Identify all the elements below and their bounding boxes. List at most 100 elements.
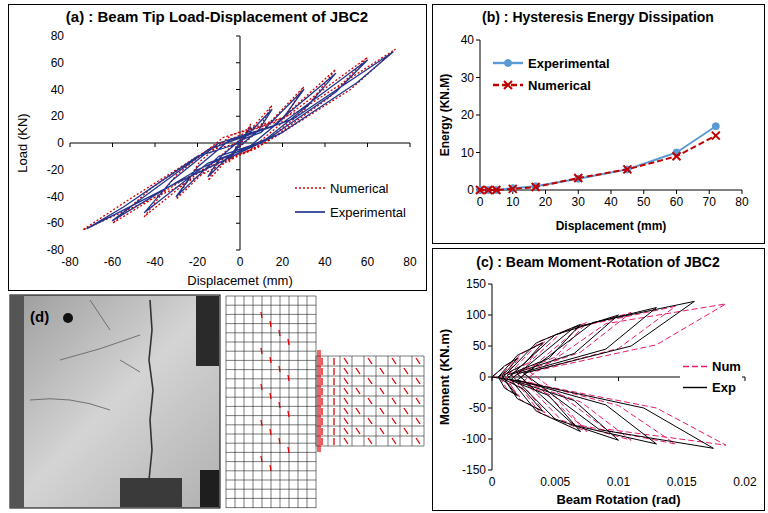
y-tick [236,223,240,224]
x-tick [112,143,113,147]
x-tick-label: 60 [361,255,375,269]
mesh-line [340,356,341,446]
y-tick [488,346,492,347]
x-tick [282,143,283,147]
y-tick-label: -100 [462,432,486,446]
y-tick [488,439,492,440]
legend-label: Exp [712,380,736,395]
y-tick [476,77,480,78]
x-tick-label: 0.02 [733,475,757,489]
x-tick-label: 20 [276,255,290,269]
mesh-line [235,296,236,508]
figure: (a) : Beam Tip Load-Displacement of JBC2… [0,0,768,513]
y-tick-label: 0 [479,370,486,384]
y-tick-label: 0 [467,183,474,197]
y-tick-label: -60 [47,216,65,230]
x-tick-label: 0.005 [540,475,570,489]
legend-marker [504,81,512,89]
data-point [492,186,500,194]
x-tick-label: 50 [637,195,651,209]
plot-area [476,123,720,194]
x-tick-label: 0 [237,255,244,269]
y-tick-label: 40 [51,83,65,97]
x-tick [742,190,743,194]
panel: (a) : Beam Tip Load-Displacement of JBC2… [9,5,427,291]
x-tick [745,377,746,381]
y-tick [488,284,492,285]
x-tick-label: 60 [670,195,684,209]
mesh-line [307,296,308,508]
panel-title: (c) : Beam Moment-Rotation of JBC2 [476,254,720,270]
y-tick [236,250,240,251]
legend-label: Num [712,359,741,374]
mesh-line [316,396,424,397]
mesh-line [226,489,316,490]
x-tick [611,190,612,194]
panel-label: (d) [30,308,49,325]
mesh-line [226,498,316,499]
x-tick [197,143,198,147]
mesh-line [352,356,353,446]
mesh-line [226,452,316,453]
y-tick [476,152,480,153]
legend-label: Experimental [330,205,406,220]
mesh-line [316,366,424,367]
x-tick [325,143,326,147]
y-tick-label: -80 [47,243,65,257]
crack-marks [318,350,320,452]
mesh-line [316,446,424,447]
x-tick [545,190,546,194]
mesh-line [226,388,316,389]
data-point [712,123,719,130]
mesh-line [400,356,401,446]
mesh-line [226,406,316,407]
x-tick-label: -60 [104,255,122,269]
y-tick-label: 20 [461,108,475,122]
x-tick-label: -20 [189,255,207,269]
y-tick-label: 60 [51,56,65,70]
mesh-line [388,356,389,446]
panel-frame [9,5,427,291]
y-tick-label: 40 [461,33,475,47]
mesh-line [412,356,413,446]
mesh-line [226,461,316,462]
mesh-line [226,296,316,297]
photo-crack [149,300,153,480]
y-tick-label: 80 [51,29,65,43]
crack-marks [261,312,420,471]
panel: (b) : Hysteresis Energy Dissipation01020… [433,5,765,244]
photo-crack [30,300,140,410]
x-tick-label: 40 [318,255,332,269]
x-axis-title: Displacemet (mm) [187,273,292,288]
y-tick-label: 20 [51,109,65,123]
legend-label: Numerical [528,78,591,93]
mesh-line [364,356,365,446]
data-point [673,152,681,160]
x-tick [676,190,677,194]
legend-background [490,52,610,96]
mesh-line [262,296,263,508]
mesh-line [226,480,316,481]
x-tick [709,190,710,194]
x-tick-label: 20 [539,195,553,209]
legend-marker [505,60,512,67]
x-tick-label: 0 [477,195,484,209]
y-tick [488,377,492,378]
x-tick [555,377,556,381]
y-tick [236,196,240,197]
x-tick [492,377,493,381]
x-tick-label: 10 [506,195,520,209]
data-point [484,186,492,194]
mesh-line [316,356,317,446]
y-tick [236,89,240,90]
x-tick-label: 80 [735,195,749,209]
y-tick [236,62,240,63]
y-axis-title: Moment (KN.m) [437,329,452,425]
mesh-line [316,406,424,407]
series-line [480,136,716,190]
legend-label: Experimental [528,56,610,71]
mesh-line [226,424,316,425]
mesh-line [226,507,316,508]
x-tick [578,190,579,194]
y-tick-label: 10 [461,146,475,160]
